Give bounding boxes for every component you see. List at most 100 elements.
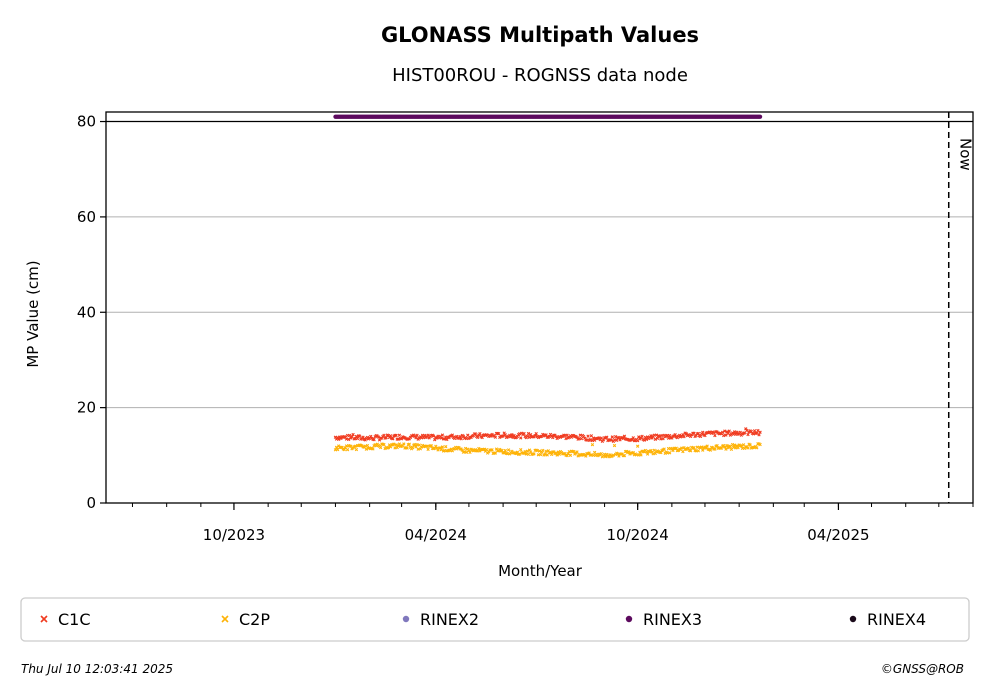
x-tick-label: 10/2024 (607, 526, 669, 544)
data-point-c2p (363, 444, 367, 448)
legend-label-rinex3: RINEX3 (643, 610, 702, 629)
data-point-c2p (544, 449, 548, 454)
data-point-c1c (503, 433, 507, 437)
y-tick-label: 0 (86, 494, 96, 512)
data-point-c1c (525, 434, 530, 438)
data-point-c2p (506, 448, 511, 452)
data-point-c1c (722, 433, 726, 438)
data-point-c1c (642, 438, 646, 442)
data-point-c1c (746, 432, 750, 437)
legend-marker-rinex3 (625, 615, 633, 623)
data-point-c2p (638, 450, 642, 454)
data-point-c1c (727, 429, 731, 433)
data-point-c1c (348, 433, 352, 438)
legend: C1C C2P RINEX2 RINEX3 RINEX4 (20, 597, 970, 642)
data-point-c2p (681, 449, 685, 454)
data-point-c1c (643, 435, 648, 440)
data-point-c2p (440, 445, 445, 449)
data-point-c2p (696, 449, 701, 453)
data-point-c2p (444, 444, 448, 449)
data-point-c2p (463, 446, 468, 451)
data-point-c2p (502, 450, 506, 455)
y-tick-label: 40 (77, 303, 96, 321)
data-point-c1c (501, 434, 505, 438)
data-point-c2p (537, 449, 542, 453)
data-point-c1c (698, 434, 703, 439)
data-point-c1c (384, 436, 388, 440)
data-point-c1c (653, 437, 658, 442)
data-point-c1c (564, 436, 568, 441)
data-point-c2p (565, 453, 569, 458)
data-point-c1c (496, 431, 501, 436)
data-point-c2p (555, 453, 559, 457)
data-point-c1c (605, 435, 609, 439)
now-marker: Now (947, 112, 975, 503)
data-point-c2p (627, 450, 631, 454)
data-point-c2p (426, 447, 430, 452)
data-point-c1c (382, 433, 386, 438)
y-tick-label: 60 (77, 208, 96, 226)
now-label: Now (957, 138, 975, 171)
data-point-c2p (639, 453, 643, 457)
data-point-c2p (490, 448, 494, 452)
series-rinex3 (333, 114, 763, 119)
data-point-c2p (410, 445, 415, 450)
data-point-c1c (703, 433, 707, 438)
data-point-c2p (526, 452, 531, 457)
data-point-c1c (701, 430, 705, 434)
data-point-c2p (589, 453, 594, 457)
data-point-c1c (618, 438, 622, 442)
data-point-c1c (351, 432, 355, 437)
y-tick-label: 20 (77, 399, 96, 417)
data-point-c2p (397, 442, 402, 446)
data-point-c2p (704, 446, 708, 450)
data-point-c1c (415, 433, 419, 438)
data-point-c1c (666, 436, 671, 440)
data-point-c1c (337, 437, 341, 441)
data-point-c1c (723, 429, 727, 433)
data-point-c2p (584, 454, 588, 458)
axis-ticks: 0 20 40 60 80 10/2023 04/2024 10/2024 04/2025 (77, 113, 974, 544)
data-point-c1c (391, 437, 395, 441)
data-point-c2p (731, 445, 736, 450)
legend-entry-c2p: C2P (221, 610, 270, 629)
legend-frame (20, 597, 970, 642)
data-point-c1c (346, 437, 351, 442)
data-point-c2p (652, 448, 656, 452)
data-point-c1c (519, 436, 523, 440)
legend-marker-rinex2 (402, 615, 410, 623)
data-point-c2p (730, 442, 735, 447)
data-point-c1c (589, 434, 594, 438)
data-point-c2p (414, 445, 418, 449)
data-point-c1c (609, 438, 613, 442)
data-point-c1c (586, 434, 590, 438)
data-point-c1c (751, 432, 756, 436)
data-point-c1c (758, 430, 762, 434)
data-point-c1c (358, 434, 362, 438)
data-point-c2p (415, 442, 419, 447)
data-point-c2p (659, 450, 663, 455)
data-point-c1c (440, 433, 445, 437)
footer-timestamp: Thu Jul 10 12:03:41 2025 (21, 662, 173, 676)
data-point-c1c (658, 434, 662, 438)
data-point-c2p (575, 450, 579, 454)
data-point-c2p (388, 445, 393, 449)
data-point-c2p (724, 447, 728, 451)
data-point-c2p (439, 447, 444, 452)
legend-marker-c1c (40, 615, 48, 623)
data-point-c2p (543, 452, 547, 456)
data-point-c1c (431, 434, 436, 438)
data-point-c2p (651, 452, 655, 456)
data-point-c1c (533, 433, 537, 438)
data-point-c2p (723, 445, 727, 449)
data-point-c2p (719, 446, 724, 450)
legend-label-c2p: C2P (239, 610, 270, 629)
data-point-c2p (407, 442, 412, 446)
data-point-c1c (388, 434, 393, 438)
data-point-c2p (378, 445, 383, 450)
data-point-c1c (621, 436, 626, 441)
data-point-c1c (757, 433, 761, 437)
data-point-c2p (416, 447, 420, 451)
data-point-c2p (611, 453, 616, 457)
data-point-c2p (482, 447, 487, 451)
